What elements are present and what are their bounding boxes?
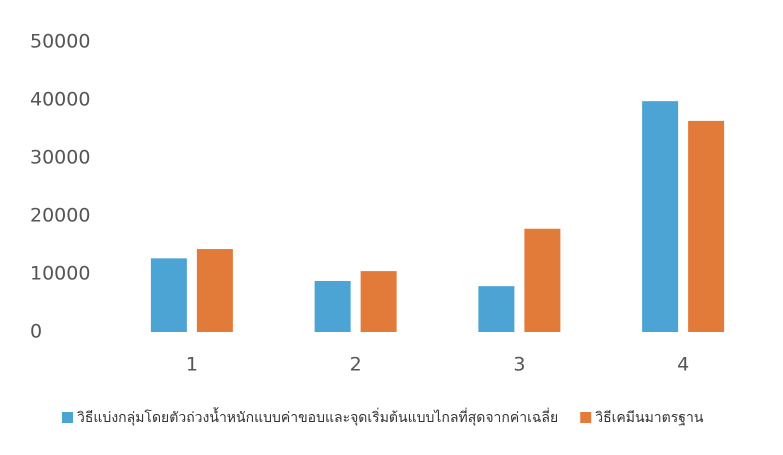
y-tick-label: 0 xyxy=(30,321,42,343)
y-tick-label: 40000 xyxy=(30,89,90,111)
bar xyxy=(196,249,233,332)
bar xyxy=(478,286,515,332)
x-tick-label: 1 xyxy=(186,354,198,376)
y-tick-label: 10000 xyxy=(30,263,90,285)
bar xyxy=(150,258,187,332)
legend-label: วิธีเคมีนมาตรฐาน xyxy=(595,410,704,426)
legend-label: วิธีแบ่งกลุ่มโดยตัวถ่วงน้ำหนักแบบค่าขอบแ… xyxy=(77,407,558,426)
bar xyxy=(642,101,679,332)
y-tick-label: 20000 xyxy=(30,205,90,227)
y-tick-label: 30000 xyxy=(30,147,90,169)
bar xyxy=(688,120,725,332)
legend-swatch xyxy=(62,412,73,423)
bar xyxy=(360,271,397,332)
legend-swatch xyxy=(580,412,592,423)
bar xyxy=(314,280,351,332)
x-tick-label: 4 xyxy=(677,354,689,376)
x-tick-label: 3 xyxy=(513,354,525,376)
y-tick-label: 50000 xyxy=(30,31,90,53)
bar xyxy=(524,228,561,332)
x-tick-label: 2 xyxy=(350,354,362,376)
